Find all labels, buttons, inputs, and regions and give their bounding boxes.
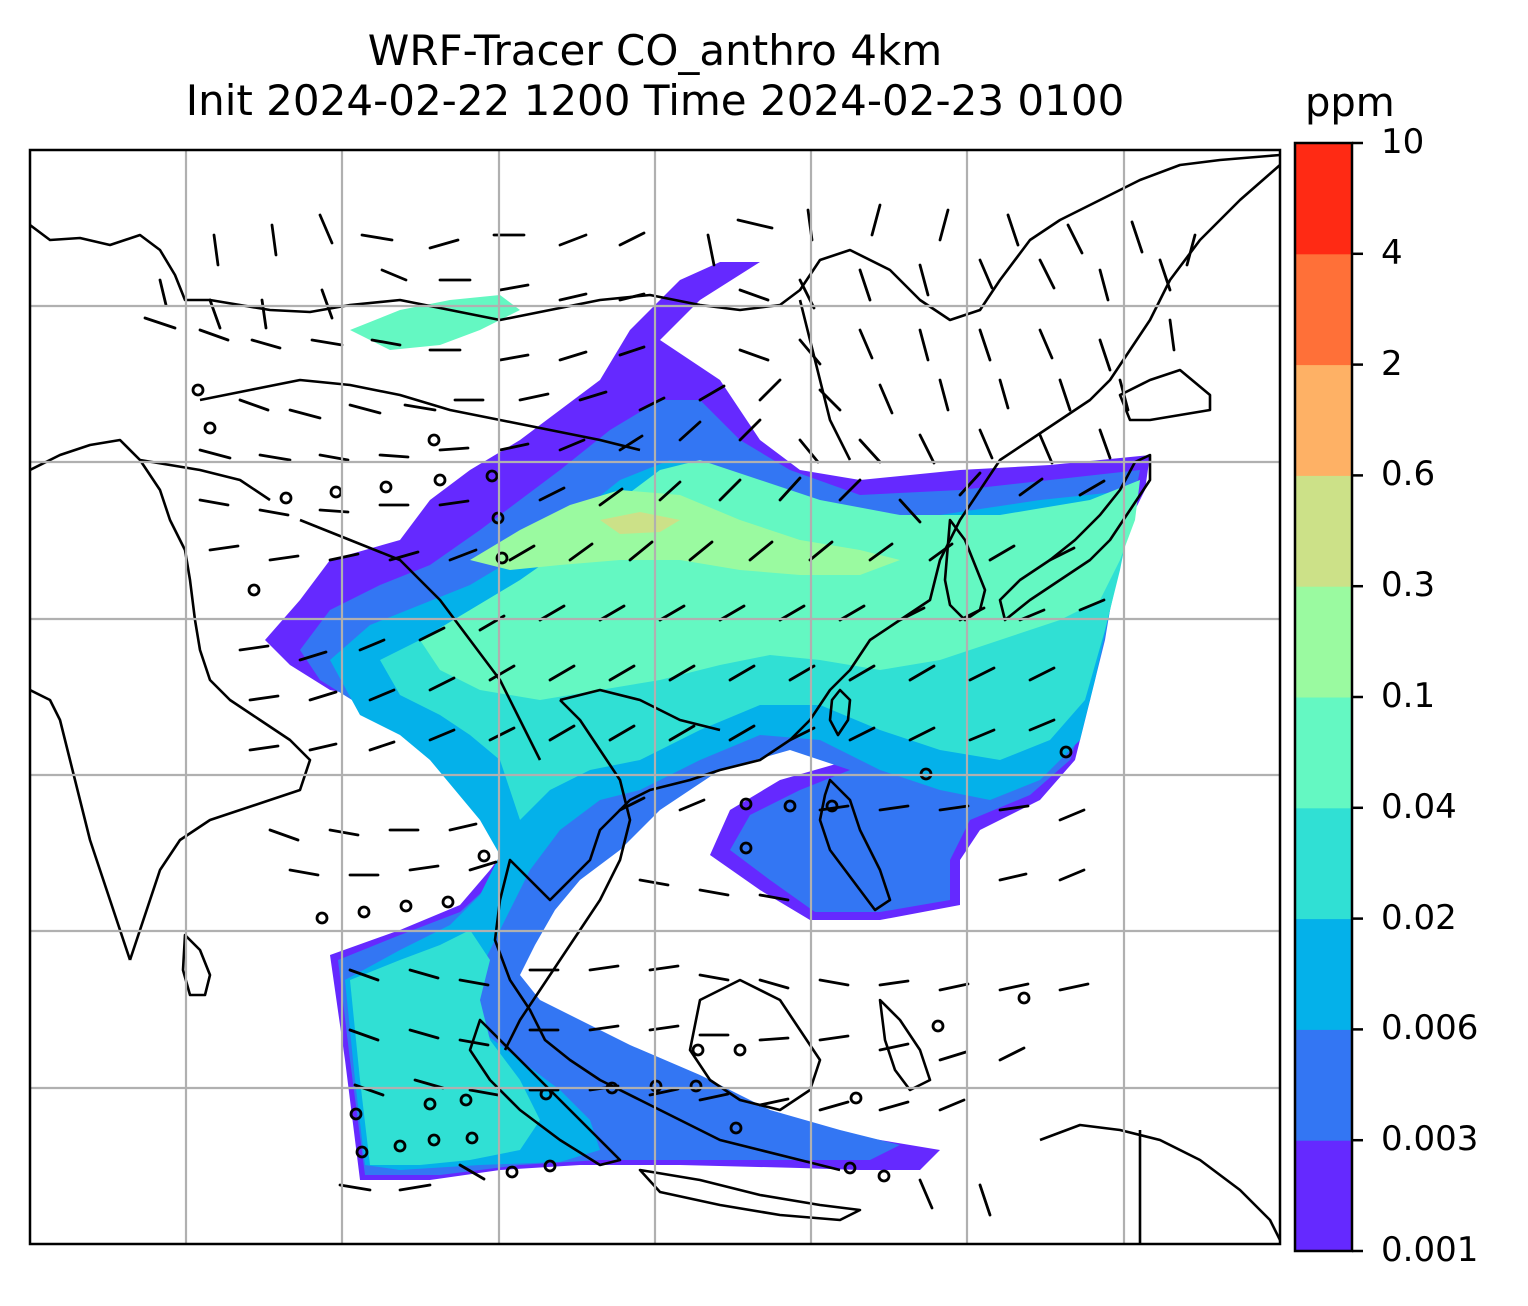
colorbar-tick-label: 4 bbox=[1381, 232, 1403, 273]
colorbar-tick-label: 0.6 bbox=[1381, 454, 1436, 495]
coastline-japan bbox=[998, 368, 1212, 622]
colorbar-tick-label: 0.02 bbox=[1381, 897, 1457, 938]
colorbar-tick-label: 0.04 bbox=[1381, 786, 1457, 827]
coastline-sulawesi bbox=[878, 998, 932, 1092]
coastline-new-guinea bbox=[1039, 1123, 1280, 1244]
coastline-java bbox=[638, 1168, 862, 1222]
colorbar-segment bbox=[1295, 1140, 1352, 1252]
field-band-03 bbox=[600, 512, 680, 534]
title-line-1: WRF-Tracer CO_anthro 4km bbox=[367, 26, 943, 75]
colorbar-segment bbox=[1295, 364, 1352, 476]
coastline-taiwan bbox=[828, 688, 852, 737]
gridlines bbox=[30, 150, 1280, 1244]
colorbar-tick-label: 0.1 bbox=[1381, 676, 1436, 716]
colorbar-tick-label: 0.001 bbox=[1381, 1230, 1479, 1270]
colorbar-segments bbox=[1295, 143, 1352, 1252]
colorbar-segment bbox=[1295, 1029, 1352, 1141]
colorbar-unit: ppm bbox=[1305, 80, 1395, 126]
map-panel bbox=[30, 150, 1280, 1244]
colorbar-tick-label: 0.003 bbox=[1381, 1119, 1479, 1160]
colorbar-segment bbox=[1295, 918, 1352, 1030]
coastline-sumatra bbox=[468, 1018, 622, 1167]
colorbar-tick-label: 2 bbox=[1381, 343, 1403, 384]
coastline-east-asia bbox=[493, 164, 1280, 1172]
colorbar-segment bbox=[1295, 697, 1352, 809]
title-line-2: Init 2024-02-22 1200 Time 2024-02-23 010… bbox=[185, 76, 1125, 125]
coastline-philippines bbox=[818, 778, 892, 912]
colorbar-ticks bbox=[1352, 141, 1363, 1253]
colorbar-tick-label: 0.006 bbox=[1381, 1008, 1479, 1049]
field-band-004 bbox=[350, 295, 1140, 700]
colorbar bbox=[1293, 141, 1363, 1253]
coastlines bbox=[30, 153, 1280, 1244]
colorbar-segment bbox=[1295, 807, 1352, 920]
map-frame bbox=[28, 148, 1282, 1246]
wind-barbs bbox=[143, 203, 1197, 1217]
colorbar-tick-label: 0.3 bbox=[1381, 565, 1436, 606]
colorbar-tick-label: 10 bbox=[1381, 122, 1425, 162]
coastline-sri-lanka bbox=[181, 933, 212, 997]
colorbar-segment bbox=[1295, 253, 1352, 366]
colorbar-segment bbox=[1295, 143, 1352, 255]
colorbar-segment bbox=[1295, 475, 1352, 587]
coastline-indochina bbox=[503, 699, 632, 1051]
chart-title: WRF-Tracer CO_anthro 4km Init 2024-02-22… bbox=[30, 26, 1280, 126]
coastline-india-west bbox=[30, 688, 132, 961]
coastline-northern-asia bbox=[30, 153, 1280, 322]
colorbar-segment bbox=[1295, 586, 1352, 698]
